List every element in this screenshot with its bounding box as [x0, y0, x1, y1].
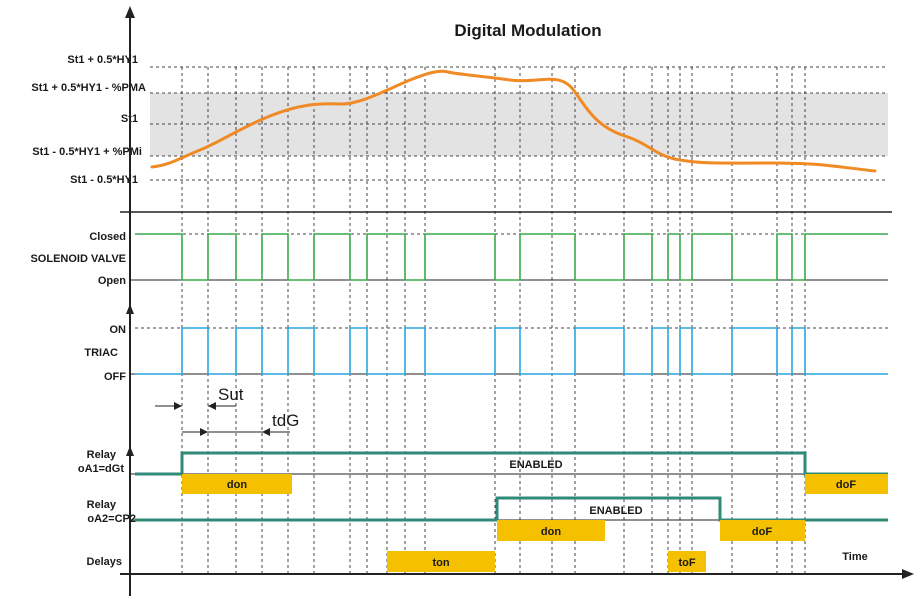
solenoid-valve-signal [135, 233, 888, 281]
delay-tof-box [668, 551, 706, 572]
label-triac: TRIAC [84, 347, 118, 359]
relay1-label-line1: Relay [87, 449, 117, 461]
relay1-dof-label: doF [836, 479, 856, 491]
label-solenoid-valve: SOLENOID VALVE [30, 253, 126, 265]
label-off: OFF [104, 371, 126, 383]
time-axis-arrow-icon [902, 569, 914, 579]
relay1-enabled-label: ENABLED [509, 459, 562, 471]
relay-axis-arrow-icon [126, 446, 134, 456]
tdg-arrow-left-head-icon [200, 428, 208, 436]
label-on: ON [110, 324, 127, 336]
relay2-don-label: don [541, 526, 561, 538]
vertical-timing-guides [181, 67, 806, 574]
label-st1-plus-half-hy1-minus-pma: St1 + 0.5*HY1 - %PMA [31, 82, 146, 94]
delays-label: Delays [87, 556, 122, 568]
main-axis-arrow-icon [125, 6, 135, 18]
relay2-label-line1: Relay [87, 499, 117, 511]
relay2-enabled-label: ENABLED [589, 505, 642, 517]
label-st1-plus-half-hy1: St1 + 0.5*HY1 [67, 54, 138, 66]
delay-ton-label: ton [432, 557, 449, 569]
label-sut: Sut [218, 385, 244, 404]
sut-arrow-left-head-icon [174, 402, 182, 410]
relay2-label-line2: oA2=CP2 [87, 513, 136, 525]
label-st1-minus-half-hy1-plus-pmi: St1 - 0.5*HY1 + %PMi [32, 146, 142, 158]
diagram-title: Digital Modulation [454, 21, 601, 40]
relay2-dof-box [720, 520, 805, 541]
triac-signal [135, 327, 888, 375]
relay1-don-label: don [227, 479, 247, 491]
relay1-label-line2: oA1=dGt [78, 463, 124, 475]
tdg-arrow-right-head-icon [262, 428, 270, 436]
label-st1-minus-half-hy1: St1 - 0.5*HY1 [70, 174, 138, 186]
time-label: Time [842, 551, 867, 563]
relay1-don-box [182, 474, 292, 494]
temperature-curve [150, 69, 877, 173]
relay2-dof-label: doF [752, 526, 772, 538]
sut-arrow-right-head-icon [208, 402, 216, 410]
relay1-dof-box [805, 474, 888, 494]
delay-ton-box [387, 551, 495, 572]
label-tdg: tdG [272, 411, 299, 430]
delay-tof-label: toF [678, 557, 695, 569]
relay2-signal [135, 496, 888, 522]
relay2-don-box [497, 520, 605, 541]
triac-axis-arrow-icon [126, 304, 134, 314]
label-open: Open [98, 275, 126, 287]
label-closed: Closed [89, 231, 126, 243]
